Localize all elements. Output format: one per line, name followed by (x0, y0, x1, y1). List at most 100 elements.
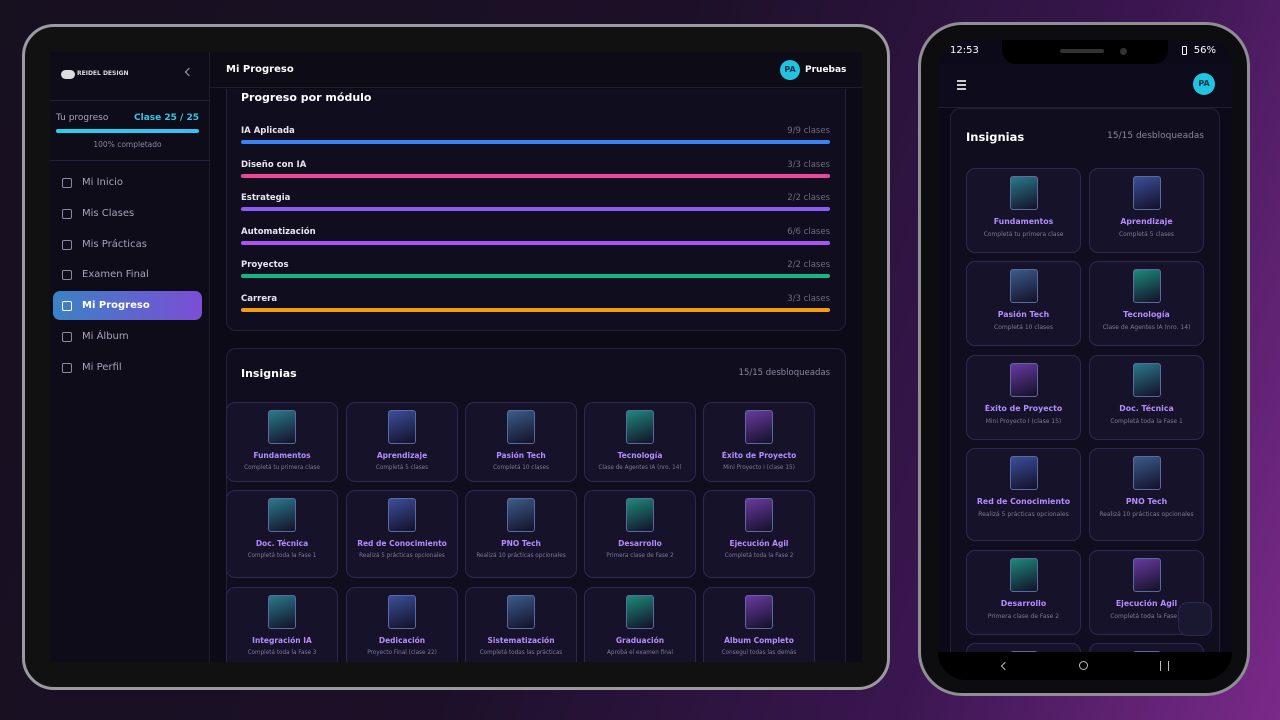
badge-name: Sistematización (487, 636, 555, 645)
badge-desc: Primera clase de Fase 2 (987, 613, 1060, 620)
badge-name: Graduación (615, 636, 665, 645)
badge-name: Fundamentos (993, 217, 1054, 226)
badge-name: Ejecución Ágil (729, 539, 789, 548)
nav-item[interactable]: Mi Álbum (82, 331, 129, 342)
badge-desc: Realizá 10 prácticas opcionales (476, 553, 566, 559)
badge-icon (1009, 651, 1038, 652)
badge-icon (1009, 456, 1038, 490)
nav-recents[interactable] (1160, 661, 1169, 671)
nav-item[interactable]: Mi Perfil (82, 361, 122, 373)
menu-icon (957, 84, 966, 86)
badge-desc: Clase de Agentes IA (nro. 14) (598, 465, 682, 471)
divider (50, 100, 210, 101)
divider (50, 160, 210, 161)
badge-name: Fundamentos (253, 451, 311, 460)
badge-name: Desarrollo (618, 539, 662, 548)
nav-item[interactable]: Mis Prácticas (82, 238, 147, 250)
progress-value: Clase 25 / 25 (134, 113, 199, 123)
nav-icon (62, 208, 72, 219)
badge-desc: Completá toda la Fase 1 (247, 553, 317, 559)
module-bar (241, 307, 830, 312)
progress-note: 100% completado (93, 140, 162, 149)
badge-name: Tecnología (1123, 310, 1170, 319)
badge-desc: Primera clase de Fase 2 (606, 553, 674, 559)
badge-desc: Mini Proyecto I (clase 15) (985, 418, 1062, 425)
badge-desc: Completá toda la Fase 3 (247, 650, 317, 656)
badge-desc: Proyecto Final (clase 22) (367, 650, 437, 656)
module-name: Estrategia (241, 193, 291, 203)
module-bar (241, 274, 830, 278)
nav-item[interactable]: Mi Progreso (82, 300, 150, 312)
tablet-screen: REIDEL DESIGN Tu progreso Clase 25 / 25 100… (50, 52, 862, 662)
nav-item[interactable]: Mi Inicio (82, 177, 124, 188)
nav-item[interactable]: Mis Clases (82, 207, 135, 219)
module-count: 9/9 clases (787, 126, 830, 136)
badge-icon (388, 498, 416, 532)
badge-desc: Mini Proyecto I (clase 15) (723, 465, 795, 471)
badge-icon (1009, 269, 1038, 303)
badge-name: Aprendizaje (376, 451, 428, 460)
badge-name: PNO Tech (1125, 497, 1168, 506)
badge-icon (1132, 363, 1161, 397)
module-name: Diseño con IA (241, 159, 307, 170)
badge-desc: Aprobá el examen final (607, 650, 673, 656)
status-time: 12:53 (950, 45, 979, 56)
module-bar (241, 207, 830, 211)
module-name: IA Aplicada (241, 126, 295, 136)
sidebar (50, 52, 210, 662)
header (210, 52, 862, 88)
badges-count: 15/15 desbloqueadas (1107, 131, 1204, 141)
badge-desc: Completá toda la Fase 1 (1110, 418, 1183, 425)
badge-desc: Completá toda la Fase 2 (724, 553, 794, 559)
badge-icon (1132, 651, 1161, 652)
badge-icon (1132, 176, 1161, 210)
badge-desc: Clase de Agentes IA (nro. 14) (1102, 324, 1191, 331)
badges-title: Insignias (966, 130, 1025, 144)
badge-name: Álbum Completo (724, 636, 794, 645)
badge-name: PNO Tech (501, 539, 541, 548)
badge-desc: Realizá 5 prácticas opcionales (978, 511, 1069, 518)
badge-name: Tecnología (617, 451, 663, 460)
progress-bar (56, 129, 199, 133)
badge-icon (745, 498, 773, 532)
nav-icon (62, 362, 72, 373)
nav-icon (62, 332, 72, 342)
badge-name: Desarrollo (1000, 599, 1047, 608)
module-count: 3/3 clases (787, 159, 830, 170)
nav-item[interactable]: Examen Final (82, 269, 149, 281)
badge-desc: Completá tu primera clase (244, 465, 320, 471)
badge-icon (268, 410, 296, 444)
badge-name: Éxito de Proyecto (721, 451, 797, 460)
avatar-initials: PA (1198, 79, 1210, 88)
badge-icon (507, 595, 535, 629)
nav-icon (62, 239, 72, 250)
timer-button[interactable] (1178, 602, 1212, 636)
badge-icon (388, 595, 416, 629)
avatar (780, 60, 800, 80)
badge-name: Red de Conocimiento (357, 539, 447, 548)
badge-icon (507, 410, 535, 444)
badge-icon (1009, 363, 1038, 397)
nav-home[interactable] (1079, 661, 1088, 670)
avatar (1193, 73, 1215, 95)
module-bar (241, 240, 830, 245)
badge-icon (1132, 558, 1161, 592)
phone-screen: 12:53 56% PA Insignias 15/15 desbloqueadas Fu… (938, 40, 1232, 680)
badge-desc: Completá 10 clases (493, 465, 549, 471)
badge-icon (268, 595, 296, 629)
avatar-initials: PA (784, 65, 796, 74)
module-count: 3/3 clases (787, 293, 830, 304)
badge-icon (626, 595, 654, 629)
badge-name: Doc. Técnica (255, 539, 309, 548)
badge-icon (268, 498, 296, 532)
battery-icon (1182, 46, 1187, 55)
module-bar (241, 173, 830, 178)
nav-icon (62, 301, 72, 312)
badge-name: Pasión Tech (496, 451, 546, 460)
badge-name: Éxito de Proyecto (984, 404, 1063, 413)
badge-desc: Completá 5 clases (375, 465, 429, 471)
menu-icon (957, 80, 966, 82)
page-title: Mi Progreso (226, 64, 294, 75)
camera (1120, 48, 1127, 55)
